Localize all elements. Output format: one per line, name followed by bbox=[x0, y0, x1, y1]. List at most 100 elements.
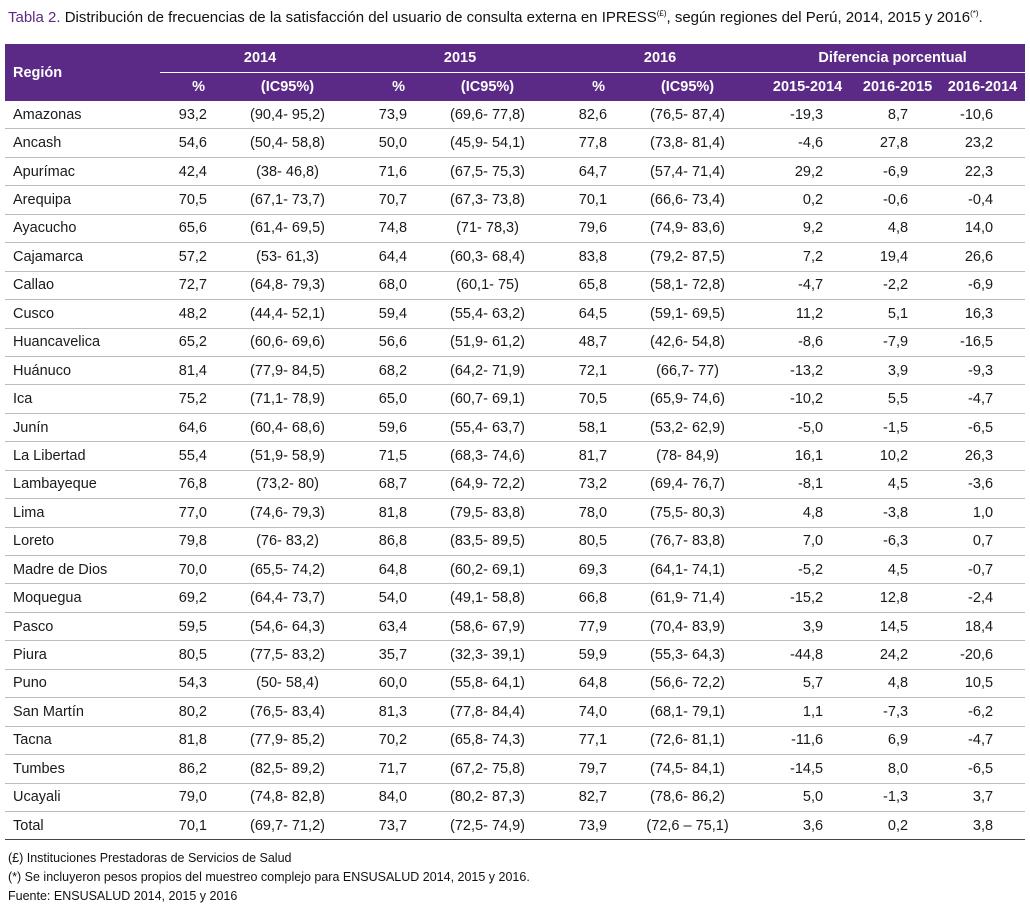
cell-ic-2015: (55,8- 64,1) bbox=[415, 669, 561, 699]
header-pct: % bbox=[360, 72, 416, 101]
cell-diff-2015-2014: 3,9 bbox=[760, 612, 856, 642]
cell-region: Loreto bbox=[5, 527, 160, 557]
cell-diff-2015-2014: 0,2 bbox=[760, 185, 856, 215]
cell-pct-2016: 64,5 bbox=[560, 299, 616, 329]
cell-region: Puno bbox=[5, 669, 160, 699]
cell-ic-2016: (76,7- 83,8) bbox=[615, 527, 761, 557]
cell-diff-2016-2014: -6,9 bbox=[940, 271, 1026, 301]
cell-diff-2016-2014: -16,5 bbox=[940, 328, 1026, 357]
cell-pct-2016: 83,8 bbox=[560, 242, 616, 272]
cell-diff-2015-2014: -11,6 bbox=[760, 726, 856, 756]
cell-pct-2015: 59,6 bbox=[360, 413, 416, 443]
cell-ic-2015: (51,9- 61,2) bbox=[415, 328, 561, 357]
cell-region: Junín bbox=[5, 413, 160, 443]
cell-pct-2014: 69,2 bbox=[160, 583, 215, 613]
cell-ic-2015: (60,1- 75) bbox=[415, 271, 561, 301]
cell-ic-2014: (60,4- 68,6) bbox=[215, 413, 361, 443]
cell-ic-2016: (66,7- 77) bbox=[615, 356, 761, 386]
cell-pct-2014: 70,0 bbox=[160, 555, 215, 585]
cell-pct-2015: 63,4 bbox=[360, 612, 416, 642]
table-row: Arequipa 70,5 (67,1- 73,7) 70,7 (67,3- 73,8)… bbox=[5, 185, 1026, 215]
cell-diff-2016-2015: 27,8 bbox=[855, 128, 941, 158]
cell-diff-2016-2015: 4,5 bbox=[855, 555, 941, 585]
cell-ic-2015: (71- 78,3) bbox=[415, 214, 561, 244]
cell-diff-2016-2015: 3,9 bbox=[855, 356, 941, 386]
cell-ic-2016: (68,1- 79,1) bbox=[615, 697, 761, 727]
cell-region: Huánuco bbox=[5, 356, 160, 386]
cell-pct-2015: 54,0 bbox=[360, 583, 416, 613]
cell-diff-2015-2014: 5,0 bbox=[760, 783, 856, 812]
table-row: Tumbes 86,2 (82,5- 89,2) 71,7 (67,2- 75,8) 79… bbox=[5, 754, 1026, 784]
cell-diff-2016-2015: 10,2 bbox=[855, 441, 941, 471]
cell-pct-2016: 81,7 bbox=[560, 441, 616, 471]
cell-ic-2015: (55,4- 63,2) bbox=[415, 299, 561, 329]
table-row: Junín 64,6 (60,4- 68,6) 59,6 (55,4- 63,7) 58,… bbox=[5, 413, 1026, 443]
cell-pct-2016: 77,9 bbox=[560, 612, 616, 642]
cell-pct-2016: 70,1 bbox=[560, 185, 616, 215]
cell-ic-2015: (68,3- 74,6) bbox=[415, 441, 561, 471]
cell-diff-2016-2014: 0,7 bbox=[940, 527, 1026, 557]
caption-sup-1: (£) bbox=[656, 9, 667, 18]
table-row: Huánuco 81,4 (77,9- 84,5) 68,2 (64,2- 71,9) 7… bbox=[5, 356, 1026, 386]
cell-ic-2015: (58,6- 67,9) bbox=[415, 612, 561, 642]
cell-pct-2015: 64,8 bbox=[360, 555, 416, 585]
cell-region: Ancash bbox=[5, 128, 160, 158]
cell-diff-2016-2014: 1,0 bbox=[940, 498, 1026, 528]
cell-region: Total bbox=[5, 811, 160, 841]
cell-ic-2015: (60,2- 69,1) bbox=[415, 555, 561, 585]
cell-ic-2015: (79,5- 83,8) bbox=[415, 498, 561, 528]
cell-ic-2016: (42,6- 54,8) bbox=[615, 328, 761, 357]
table-row: Loreto 79,8 (76- 83,2) 86,8 (83,5- 89,5) 80,5… bbox=[5, 527, 1026, 557]
caption-sup-2: (*) bbox=[970, 9, 979, 18]
cell-diff-2016-2015: 0,2 bbox=[855, 811, 941, 841]
cell-ic-2014: (64,4- 73,7) bbox=[215, 583, 361, 613]
cell-diff-2016-2014: 23,2 bbox=[940, 128, 1026, 158]
cell-pct-2014: 81,8 bbox=[160, 726, 215, 756]
table-row: Pasco 59,5 (54,6- 64,3) 63,4 (58,6- 67,9) 77,… bbox=[5, 612, 1026, 642]
cell-pct-2015: 68,7 bbox=[360, 470, 416, 500]
table-row: Moquegua 69,2 (64,4- 73,7) 54,0 (49,1- 58,8)… bbox=[5, 583, 1026, 613]
cell-region: Piura bbox=[5, 640, 160, 670]
cell-ic-2015: (83,5- 89,5) bbox=[415, 527, 561, 557]
cell-diff-2016-2014: 10,5 bbox=[940, 669, 1026, 699]
cell-pct-2016: 66,8 bbox=[560, 583, 616, 613]
cell-ic-2014: (44,4- 52,1) bbox=[215, 299, 361, 329]
cell-ic-2014: (69,7- 71,2) bbox=[215, 811, 361, 841]
cell-pct-2015: 73,9 bbox=[360, 101, 416, 130]
cell-pct-2016: 69,3 bbox=[560, 555, 616, 585]
cell-diff-2016-2015: 19,4 bbox=[855, 242, 941, 272]
cell-pct-2015: 68,0 bbox=[360, 271, 416, 301]
cell-diff-2016-2014: -4,7 bbox=[940, 726, 1026, 756]
cell-region: Tacna bbox=[5, 726, 160, 756]
cell-diff-2015-2014: -4,7 bbox=[760, 271, 856, 301]
cell-pct-2015: 70,2 bbox=[360, 726, 416, 756]
cell-pct-2016: 73,2 bbox=[560, 470, 616, 500]
header-ic95: (IC95%) bbox=[215, 72, 361, 101]
header-diff-2016-2014: 2016-2014 bbox=[940, 72, 1026, 101]
cell-ic-2015: (55,4- 63,7) bbox=[415, 413, 561, 443]
header-ic95: (IC95%) bbox=[615, 72, 761, 101]
cell-ic-2015: (67,3- 73,8) bbox=[415, 185, 561, 215]
table-row: Ucayali 79,0 (74,8- 82,8) 84,0 (80,2- 87,3) 8… bbox=[5, 783, 1026, 812]
cell-diff-2016-2015: 14,5 bbox=[855, 612, 941, 642]
cell-diff-2015-2014: 1,1 bbox=[760, 697, 856, 727]
cell-pct-2016: 78,0 bbox=[560, 498, 616, 528]
note-ipress: (£) Instituciones Prestadoras de Servici… bbox=[8, 851, 292, 865]
cell-ic-2016: (76,5- 87,4) bbox=[615, 101, 761, 130]
cell-pct-2015: 73,7 bbox=[360, 811, 416, 841]
cell-pct-2015: 65,0 bbox=[360, 384, 416, 414]
cell-diff-2016-2014: 22,3 bbox=[940, 157, 1026, 187]
caption-text-b: , según regiones del Perú, 2014, 2015 y … bbox=[666, 9, 971, 26]
cell-pct-2016: 70,5 bbox=[560, 384, 616, 414]
cell-region: La Libertad bbox=[5, 441, 160, 471]
table-row: Lambayeque 76,8 (73,2- 80) 68,7 (64,9- 72,2)… bbox=[5, 470, 1026, 500]
cell-pct-2015: 71,5 bbox=[360, 441, 416, 471]
cell-region: Ayacucho bbox=[5, 214, 160, 244]
cell-diff-2016-2015: -0,6 bbox=[855, 185, 941, 215]
cell-diff-2016-2014: 14,0 bbox=[940, 214, 1026, 244]
table-row: Cajamarca 57,2 (53- 61,3) 64,4 (60,3- 68,4) 8… bbox=[5, 242, 1026, 272]
cell-diff-2015-2014: -5,0 bbox=[760, 413, 856, 443]
cell-ic-2014: (74,6- 79,3) bbox=[215, 498, 361, 528]
cell-ic-2016: (78,6- 86,2) bbox=[615, 783, 761, 812]
cell-ic-2014: (65,5- 74,2) bbox=[215, 555, 361, 585]
